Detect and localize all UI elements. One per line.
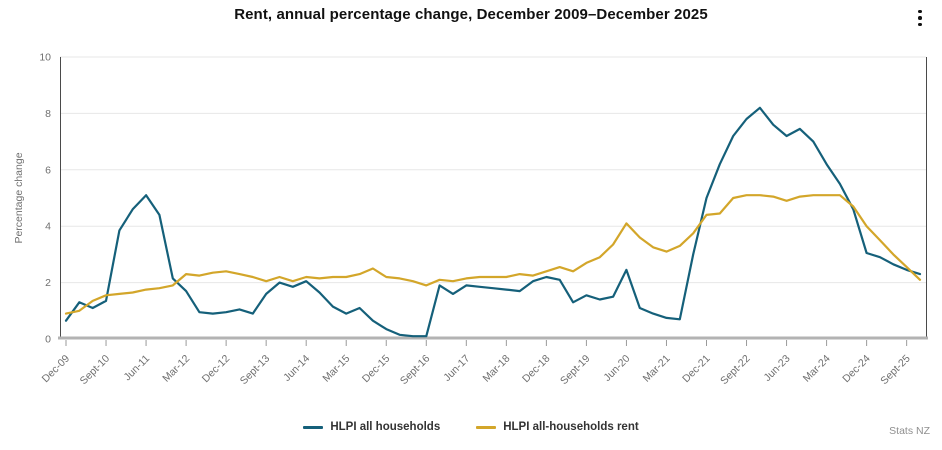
y-tick-label: 2 <box>45 277 51 289</box>
x-tick-label: Dec-24 <box>840 353 873 386</box>
x-tick-label: Sept-19 <box>558 353 593 388</box>
x-tick-label: Dec-18 <box>520 353 553 386</box>
x-tick-label: Dec-12 <box>200 353 233 386</box>
x-tick-label: Sept-22 <box>718 353 753 388</box>
y-tick-label: 0 <box>45 334 51 346</box>
chart-title: Rent, annual percentage change, December… <box>234 6 708 23</box>
series-line-1 <box>64 194 922 315</box>
kebab-dot-icon <box>918 9 922 14</box>
x-tick-label: Jun-17 <box>441 353 472 384</box>
y-tick-label: 10 <box>39 52 51 64</box>
kebab-dot-icon <box>918 22 922 27</box>
chart-legend: HLPI all households HLPI all-households … <box>0 421 942 433</box>
y-tick-label: 4 <box>45 221 51 233</box>
x-tick-label: Mar-12 <box>160 353 192 385</box>
x-tick-label: Dec-09 <box>40 353 73 386</box>
x-tick-label: Sept-13 <box>238 353 273 388</box>
kebab-menu-button[interactable] <box>910 6 930 30</box>
x-tick-label: Dec-15 <box>360 353 393 386</box>
x-tick-label: Sept-10 <box>78 353 113 388</box>
x-tick-label: Sept-16 <box>398 353 433 388</box>
x-tick-label: Mar-24 <box>801 353 833 385</box>
legend-label-hlpi-all-households-rent: HLPI all-households rent <box>503 421 639 433</box>
x-tick-label: Jun-23 <box>761 353 792 384</box>
legend-item-hlpi-all-households-rent[interactable]: HLPI all-households rent <box>476 421 639 433</box>
x-tick-label: Mar-15 <box>320 353 352 385</box>
y-axis-title: Percentage change <box>13 152 25 243</box>
x-tick-label: Mar-18 <box>480 353 512 385</box>
x-tick-label: Jun-11 <box>122 353 153 384</box>
kebab-dot-icon <box>918 16 922 20</box>
x-tick-label: Dec-21 <box>680 353 713 386</box>
x-tick-label: Jun-14 <box>281 353 312 384</box>
y-tick-label: 6 <box>45 164 51 176</box>
series-line-0 <box>64 106 922 338</box>
x-tick-label: Sept-25 <box>878 353 913 388</box>
legend-item-hlpi-all-households[interactable]: HLPI all households <box>303 421 440 433</box>
y-tick-label: 8 <box>45 108 51 120</box>
legend-swatch-gold <box>476 425 497 429</box>
x-tick-label: Mar-21 <box>641 353 673 385</box>
legend-swatch-teal <box>303 425 324 429</box>
source-credit: Stats NZ <box>889 425 930 437</box>
legend-label-hlpi-all-households: HLPI all households <box>330 421 441 433</box>
x-tick-label: Jun-20 <box>601 353 632 384</box>
